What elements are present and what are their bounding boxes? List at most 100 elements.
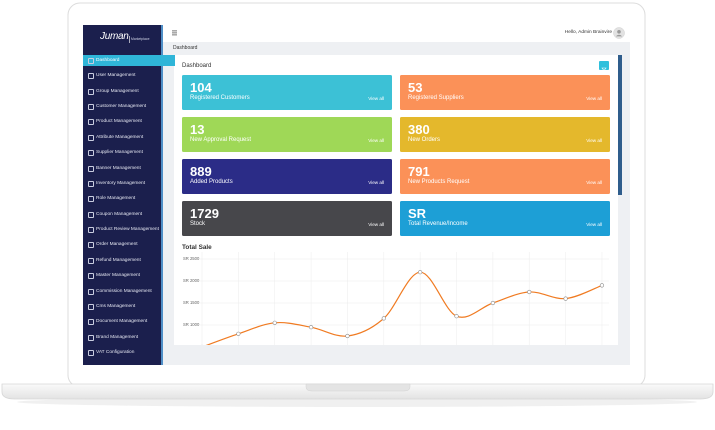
sidebar-icon [88,88,94,95]
sales-line [205,271,603,345]
tile-label: Added Products [190,179,233,185]
sidebar-icon [88,134,94,141]
chart-title: Total Sale [182,244,212,251]
sales-point [272,320,277,325]
sidebar-item[interactable]: Role Management [83,193,175,204]
sidebar-item[interactable]: Customer Management [83,101,175,112]
sidebar-icon [88,196,94,203]
sidebar-item[interactable]: Master Management [83,270,175,281]
stat-tile: 53 Registered Suppliers View all [400,75,610,110]
sales-point [490,300,495,306]
y-tick-label: SR 2000 [183,278,200,283]
sidebar-icon [88,73,94,80]
tile-number: 13 [190,122,205,137]
view-all-link[interactable]: View all [368,96,384,101]
sidebar-item[interactable]: Attribute Management [83,132,175,143]
sidebar-icon [88,319,94,326]
tile-number: 791 [408,164,430,179]
sidebar [83,25,163,365]
stat-tile: 13 New Approval Request View all [182,117,392,152]
view-all-link[interactable]: View all [586,138,602,143]
sidebar-item[interactable]: Group Management [83,86,175,97]
y-tick-label: SR 2500 [183,256,200,261]
stat-tile: 1729 Stock View all [182,201,392,236]
tile-label: Total Revenue/Income [408,221,468,227]
y-tick-label: SR 1500 [183,300,200,305]
tile-label: New Orders [408,137,441,143]
brand-name: Juman [100,31,129,42]
sales-point [381,316,386,321]
sidebar-icon [88,350,94,357]
view-all-link[interactable]: View all [368,180,384,185]
tile-label: Registered Suppliers [408,95,464,101]
sidebar-scrollbar [161,25,163,365]
breadcrumb: Dashboard [173,45,198,51]
sidebar-icon [88,180,94,187]
sidebar-icon [88,104,94,111]
sidebar-icon [88,119,94,126]
sidebar-item[interactable]: Order Management [83,239,175,250]
sidebar-icon [88,334,94,341]
sidebar-icon [88,211,94,218]
tile-label: Stock [190,221,206,227]
avatar[interactable] [613,27,625,39]
y-tick-label: SR 1000 [183,322,200,327]
stat-tile: 380 New Orders View all [400,117,610,152]
sales-point [563,296,568,301]
sidebar-icon [88,227,94,234]
sales-chart: SR 2500 SR 2000 SR 1500 SR 1000 [183,252,609,345]
sales-point [236,331,241,336]
filter-button[interactable] [599,61,609,72]
sales-point [308,325,314,330]
stat-tile: 104 Registered Customers View all [182,75,392,110]
brand-tagline: Marketplace [131,37,150,41]
view-all-link[interactable]: View all [586,96,602,101]
sidebar-item[interactable]: Supplier Management [83,147,175,158]
topbar [163,25,630,42]
sidebar-icon [88,165,94,172]
sidebar-icon [88,58,94,64]
tile-number: 104 [190,80,212,95]
sidebar-item[interactable]: Document Management [83,316,175,327]
sidebar-item[interactable]: Brand Management [83,332,175,343]
tile-number: 53 [408,80,423,95]
sidebar-item[interactable]: VAT Configuration [83,347,175,358]
content-scrollbar [618,55,622,195]
sidebar-item[interactable]: Product Review Management [83,224,175,235]
sidebar-icon [88,288,94,295]
sidebar-item[interactable]: Banner Management [83,163,175,174]
view-all-link[interactable]: View all [586,222,602,227]
sales-point [345,333,350,339]
tile-number: 380 [408,122,430,137]
sales-point [527,289,532,295]
sidebar-item[interactable]: Commission Management [83,286,175,297]
view-all-link[interactable]: View all [586,180,602,185]
sales-point [599,283,605,288]
view-all-link[interactable]: View all [368,222,384,227]
sidebar-item[interactable]: User Management [83,70,175,81]
sales-point [418,270,423,275]
stat-tile: 889 Added Products View all [182,159,392,194]
tile-number: 1729 [190,206,219,221]
tile-label: New Approval Request [190,137,252,143]
sidebar-item[interactable]: Product Management [83,116,175,127]
menu-toggle[interactable] [171,29,179,37]
stat-tile: SR Total Revenue/Income View all [400,201,610,236]
tile-label: Registered Customers [190,95,250,101]
tile-label: New Products Request [408,179,470,185]
sidebar-item[interactable]: Cms Management [83,301,175,312]
sidebar-icon [88,273,94,280]
stat-tile: 791 New Products Request View all [400,159,610,194]
sidebar-icon [88,257,94,264]
sidebar-icon [88,303,94,310]
tile-number: SR [408,206,427,221]
sidebar-item[interactable]: Refund Management [83,255,175,266]
view-all-link[interactable]: View all [368,138,384,143]
sidebar-item[interactable]: Dashboard [83,55,175,66]
sidebar-item[interactable]: Inventory Management [83,178,175,189]
sidebar-item[interactable]: Coupon Management [83,209,175,220]
sales-point [454,314,459,319]
tile-number: 889 [190,164,212,179]
sidebar-icon [88,150,94,157]
